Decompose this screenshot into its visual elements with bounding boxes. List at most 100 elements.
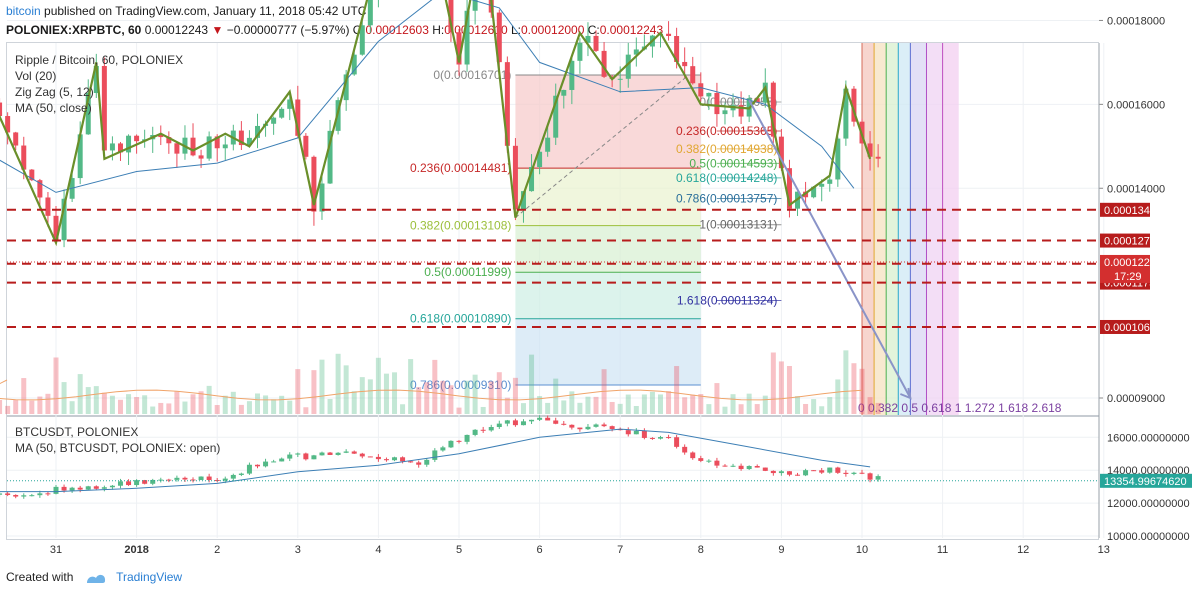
candle-body xyxy=(198,155,204,159)
btc-candle-body xyxy=(875,476,881,480)
volume-bar xyxy=(488,381,494,414)
candle-body xyxy=(770,82,776,137)
high-label: H: xyxy=(432,23,445,37)
btc-candle-body xyxy=(529,419,535,422)
legend-btc-ma[interactable]: MA (50, BTCUSDT, POLONIEX: open) xyxy=(15,441,221,455)
candle-body xyxy=(246,137,252,146)
btc-candle-body xyxy=(343,451,349,453)
btc-candle-body xyxy=(367,456,373,458)
candle-body xyxy=(674,36,680,62)
legend-series-title[interactable]: Ripple / Bitcoin, 60, POLONIEX xyxy=(15,53,184,67)
legend-ma[interactable]: MA (50, close) xyxy=(15,101,92,115)
x-tick-label: 13 xyxy=(1098,544,1110,556)
candle-body xyxy=(101,65,107,151)
volume-bar xyxy=(343,365,349,414)
candle-body xyxy=(134,135,140,142)
last-price-box xyxy=(1100,254,1150,283)
volume-bar xyxy=(859,368,865,414)
volume-bar xyxy=(303,407,309,414)
volume-bar xyxy=(182,401,188,414)
btc-y-tick-label: 12000.00000000 xyxy=(1107,498,1190,510)
candle-body xyxy=(867,143,873,157)
btc-candle-body xyxy=(190,479,196,481)
volume-bar xyxy=(585,396,591,414)
candle-body xyxy=(0,102,3,117)
candle-body xyxy=(778,136,784,169)
x-tick-label: 4 xyxy=(375,544,381,556)
candle-body xyxy=(190,137,196,156)
volume-bar xyxy=(335,353,341,414)
btc-candle-body xyxy=(142,480,148,484)
candle-body xyxy=(303,135,309,157)
btc-candle-body xyxy=(633,430,639,435)
x-tick-label: 6 xyxy=(537,544,543,556)
candle-body xyxy=(327,130,333,184)
legend-volume[interactable]: Vol (20) xyxy=(15,69,57,83)
publish-line: bitcoin published on TradingView.com, Ja… xyxy=(6,4,366,18)
volume-bar xyxy=(246,401,252,414)
fib-extension-label: 1(0.00013131) xyxy=(699,218,777,232)
tradingview-logo-icon[interactable] xyxy=(85,571,107,585)
btc-candle-body xyxy=(803,470,809,476)
btc-candle-body xyxy=(53,486,59,494)
candle-body xyxy=(843,88,849,139)
btc-candle-body xyxy=(464,434,470,442)
y-tick-label: 0.00014000 xyxy=(1107,183,1165,195)
btc-candle-body xyxy=(327,452,333,455)
volume-bar xyxy=(383,373,389,414)
btc-candle-body xyxy=(246,464,252,474)
volume-bar xyxy=(5,405,11,414)
fib-retracement-label: 0.618(0.00010890) xyxy=(410,312,511,326)
fib-extension-label: 0.5(0.00014593) xyxy=(689,156,777,170)
btc-last-price-box xyxy=(1100,473,1192,488)
volume-bar xyxy=(367,379,373,414)
btc-candle-body xyxy=(811,470,817,472)
candle-body xyxy=(85,92,91,135)
candle-body xyxy=(585,35,591,43)
btc-candle-body xyxy=(480,429,486,431)
candle-body xyxy=(520,191,526,210)
fib-retracement-band xyxy=(515,225,701,273)
tradingview-link[interactable]: TradingView xyxy=(116,570,183,584)
candle-body xyxy=(504,62,510,146)
candle-body xyxy=(174,143,180,154)
btc-candle-body xyxy=(754,465,760,468)
legend-zigzag[interactable]: Zig Zag (5, 12) xyxy=(15,85,94,99)
btc-candle-body xyxy=(117,481,123,486)
volume-bar xyxy=(448,385,454,414)
volume-bar xyxy=(803,403,809,414)
legend-btc-title[interactable]: BTCUSDT, POLONIEX xyxy=(15,425,139,439)
volume-bar xyxy=(529,354,535,414)
price-label-text: 0.00010693 xyxy=(1104,322,1162,334)
btc-candle-body xyxy=(238,473,244,475)
fib-retracement-label: 0.5(0.00011999) xyxy=(424,265,511,279)
volume-bar xyxy=(666,391,672,414)
btc-candle-body xyxy=(69,487,75,491)
volume-bar xyxy=(134,397,140,414)
candle-body xyxy=(45,197,51,216)
btc-candle-body xyxy=(666,437,672,439)
candle-body xyxy=(126,135,132,153)
close-value: 0.00012243 xyxy=(599,23,664,37)
btc-candle-body xyxy=(738,465,744,470)
btc-candle-body xyxy=(585,426,591,430)
candle-body xyxy=(456,32,462,65)
author-link[interactable]: bitcoin xyxy=(6,4,41,18)
candle-body xyxy=(343,74,349,101)
candle-body xyxy=(682,61,688,67)
btc-candle-body xyxy=(29,495,35,497)
volume-bar xyxy=(786,366,792,414)
btc-candle-body xyxy=(714,460,720,466)
btc-candle-body xyxy=(287,454,293,459)
volume-bar xyxy=(29,400,35,414)
candle-body xyxy=(529,167,535,192)
btc-candle-body xyxy=(448,440,454,448)
volume-bar xyxy=(561,400,567,414)
btc-candle-body xyxy=(504,420,510,424)
volume-bar xyxy=(214,405,220,414)
volume-bar xyxy=(206,385,212,414)
candle-body xyxy=(13,132,19,146)
volume-bar xyxy=(150,406,156,414)
btc-candle-body xyxy=(432,450,438,460)
